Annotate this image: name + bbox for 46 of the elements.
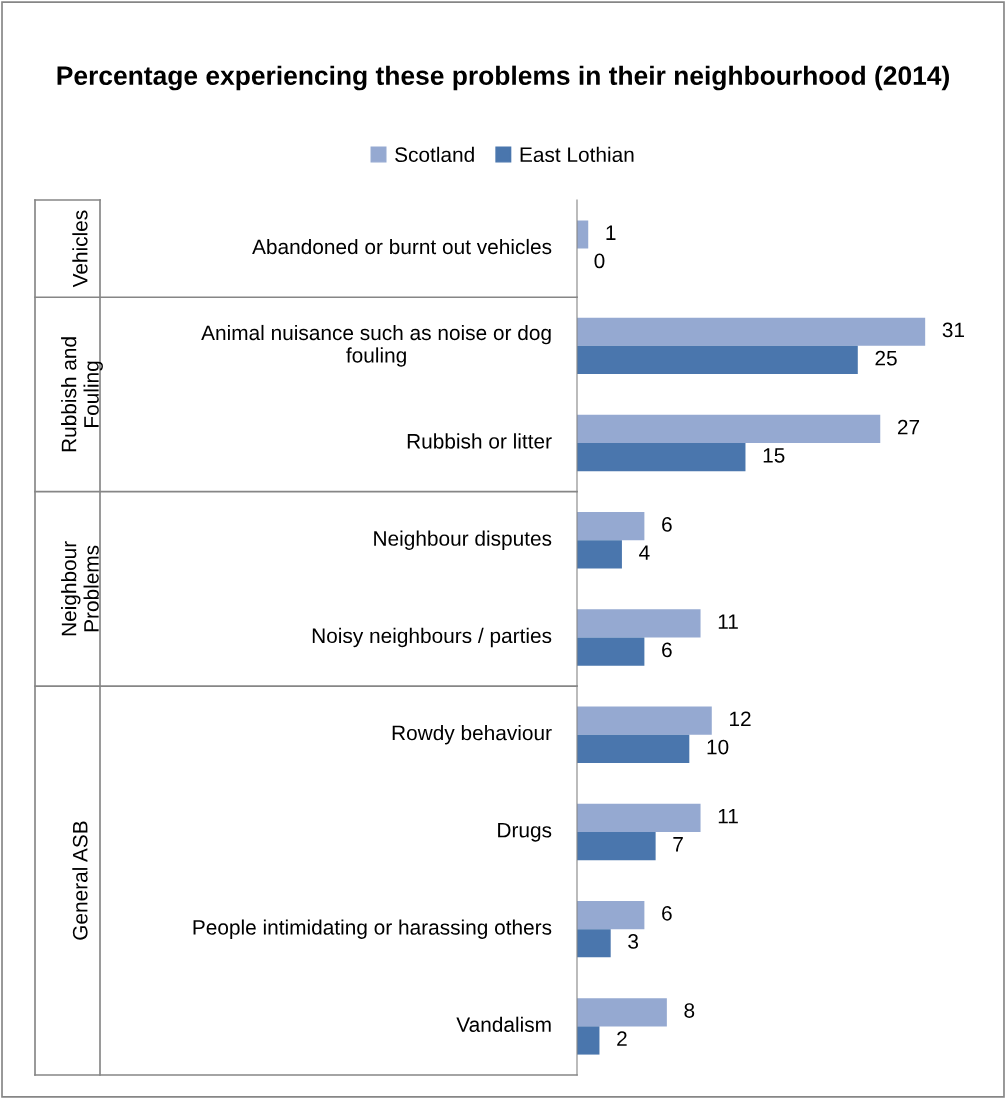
y-axis-title: Neighbour Problems [61, 541, 99, 636]
bar [577, 706, 712, 735]
y-tick-label: Animal nuisance such as noise or dog fouling [201, 324, 551, 367]
data-label: 15 [763, 448, 785, 463]
data-label: 8 [684, 1003, 695, 1018]
data-label: 12 [730, 711, 751, 727]
y-axis-title: Rubbish and Fouling [61, 337, 103, 452]
bar [577, 443, 746, 472]
y-tick-label: Rowdy behaviour [392, 725, 552, 745]
data-label: 11 [718, 808, 738, 824]
y-tick-label: Abandoned or burnt out vehicles [252, 238, 552, 255]
bar [577, 414, 881, 444]
y-axis-title: General ASB [72, 821, 88, 940]
bar [577, 929, 611, 958]
data-label: 27 [897, 419, 920, 435]
y-tick-label: Neighbour disputes [374, 530, 552, 550]
bar [577, 317, 926, 346]
y-tick-label: Drugs [498, 823, 552, 842]
data-label: 3 [628, 934, 639, 949]
bar [577, 900, 645, 930]
y-tick-label: People intimidating or harassing others [193, 919, 552, 939]
data-label: 6 [662, 517, 672, 532]
legend-label: Scotland [395, 146, 474, 163]
data-label: 0 [594, 253, 605, 269]
y-tick-label: Noisy neighbours / parties [312, 627, 552, 648]
data-label: 31 [942, 322, 964, 338]
data-label: 7 [673, 837, 683, 852]
data-label: 2 [617, 1031, 627, 1046]
bar [577, 1026, 600, 1055]
data-label: 25 [875, 350, 897, 366]
chart-title: Percentage experiencing these problems in their neighbourhood (2014) [57, 65, 949, 91]
bar [577, 998, 667, 1027]
bar [577, 345, 858, 375]
data-label: 1 [606, 225, 616, 240]
data-label: 11 [718, 614, 738, 629]
bar [577, 831, 656, 861]
data-label: 10 [707, 739, 729, 755]
y-tick-label: Rubbish or litter [407, 433, 552, 449]
y-axis-title: Vehicles [72, 210, 88, 288]
data-label: 6 [662, 642, 672, 658]
bar [577, 803, 701, 832]
y-tick-label: Vandalism [456, 1016, 551, 1032]
data-label: 4 [639, 545, 650, 560]
bar [577, 734, 690, 763]
legend-label: East Lothian [520, 146, 634, 163]
data-label: 6 [662, 905, 672, 921]
